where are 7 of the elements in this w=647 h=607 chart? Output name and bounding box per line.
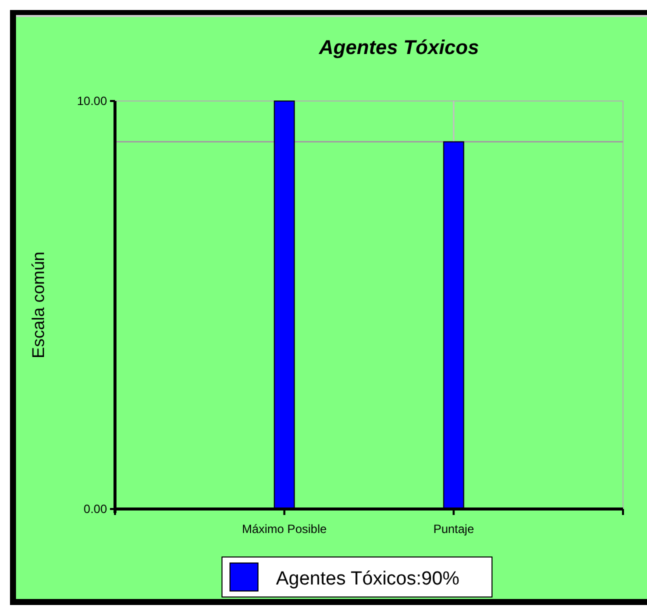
x-tick-label: Puntaje — [433, 522, 474, 536]
chart-title: Agentes Tóxicos — [318, 37, 480, 59]
x-tick-label: Máximo Posible — [242, 522, 328, 536]
legend-label: Agentes Tóxicos:90% — [276, 568, 460, 590]
y-tick-label: 10.00 — [76, 94, 108, 108]
y-axis-title: Escala común — [29, 252, 48, 358]
y-tick-label: 0.00 — [84, 502, 108, 516]
